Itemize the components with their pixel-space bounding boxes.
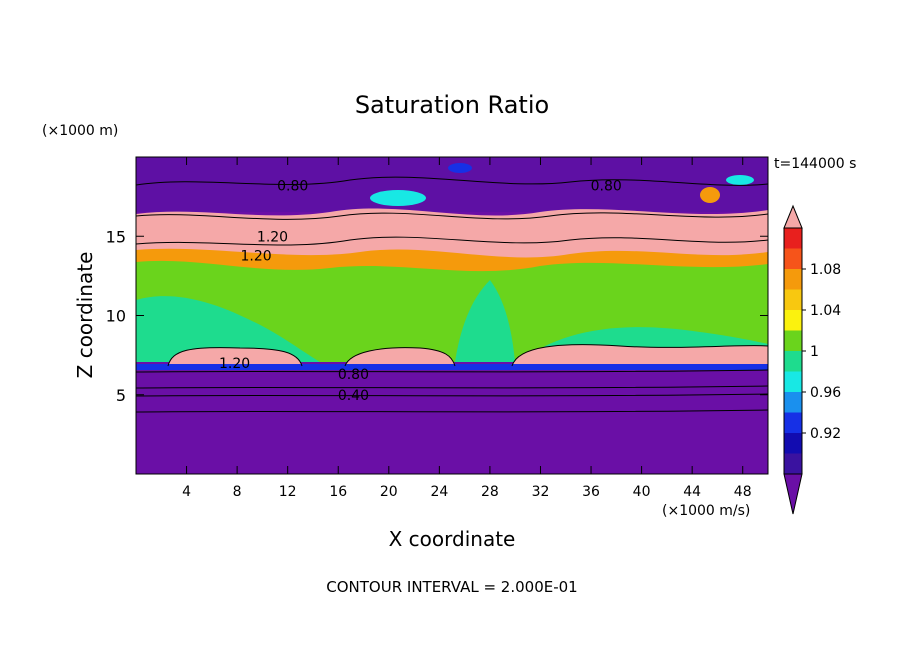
y-tick-label: 10 bbox=[106, 307, 126, 326]
colorbar-swatch bbox=[784, 351, 802, 372]
colorbar-swatch bbox=[784, 269, 802, 290]
time-label: t=144000 s bbox=[774, 156, 856, 172]
x-tick-label: 44 bbox=[683, 484, 701, 500]
colorbar-label: 1.08 bbox=[810, 262, 841, 278]
colorbar-swatch bbox=[784, 310, 802, 331]
contour-interval-footer: CONTOUR INTERVAL = 2.000E-01 bbox=[326, 578, 577, 596]
contour-label: 0.80 bbox=[591, 179, 622, 195]
contour-labels: 0.80 0.80 1.20 1.20 1.20 0.80 0.40 bbox=[219, 179, 622, 404]
x-tick-label: 16 bbox=[329, 484, 347, 500]
cloud-teal-patch-b bbox=[455, 280, 515, 362]
colorbar-swatch bbox=[784, 330, 802, 351]
upper-pocket-d bbox=[726, 175, 754, 185]
sub-cloud-layer bbox=[136, 370, 768, 474]
colorbar-label: 0.92 bbox=[810, 426, 841, 442]
y-axis-label: Z coordinate bbox=[73, 252, 97, 379]
contour-label: 0.80 bbox=[277, 179, 308, 195]
colorbar-swatch bbox=[784, 289, 802, 310]
contour-label: 0.80 bbox=[338, 367, 369, 383]
contour-label: 1.20 bbox=[257, 229, 288, 245]
colorbar-label: 1.04 bbox=[810, 303, 841, 319]
cloud-top-layer bbox=[136, 208, 768, 262]
colorbar-swatch bbox=[784, 371, 802, 392]
contour-lines bbox=[136, 176, 768, 413]
x-tick-label: 4 bbox=[182, 484, 191, 500]
x-tick-label: 12 bbox=[279, 484, 297, 500]
x-tick-label: 24 bbox=[430, 484, 448, 500]
contour-label: 1.20 bbox=[219, 356, 250, 372]
colorbar-swatch bbox=[784, 433, 802, 454]
x-tick-label: 28 bbox=[481, 484, 499, 500]
colorbar-swatch bbox=[784, 392, 802, 413]
y-axis-ticks: 5 10 15 bbox=[106, 227, 768, 405]
colorbar-swatch bbox=[784, 228, 802, 249]
cloud-teal-patch-a bbox=[136, 296, 320, 362]
x-tick-label: 32 bbox=[532, 484, 550, 500]
upper-pocket-c bbox=[700, 187, 720, 203]
x-axis-ticks: 4 8 12 16 20 24 28 32 36 40 44 48 bbox=[182, 157, 752, 500]
contour-label: 1.20 bbox=[240, 248, 271, 264]
colorbar-label: 1 bbox=[810, 344, 819, 360]
upper-pocket-a bbox=[370, 190, 426, 206]
y-tick-label: 5 bbox=[116, 386, 126, 405]
x-tick-label: 20 bbox=[380, 484, 398, 500]
lower-pocket-b bbox=[345, 347, 455, 366]
y-units-label: (×1000 m) bbox=[42, 123, 118, 139]
x-tick-label: 48 bbox=[734, 484, 752, 500]
colorbar: 1.08 1.04 1 0.96 0.92 bbox=[783, 204, 841, 515]
colorbar-top-triangle bbox=[783, 204, 803, 229]
x-tick-label: 36 bbox=[582, 484, 600, 500]
x-tick-label: 8 bbox=[233, 484, 242, 500]
chart-title: Saturation Ratio bbox=[355, 91, 549, 119]
contour-label: 0.40 bbox=[338, 388, 369, 404]
cloud-base bbox=[136, 364, 768, 370]
x-axis-label: X coordinate bbox=[389, 527, 516, 551]
x-units-label: (×1000 m/s) bbox=[662, 503, 750, 519]
upper-pocket-b bbox=[448, 163, 472, 173]
colorbar-bottom-triangle bbox=[783, 473, 803, 515]
colorbar-swatch bbox=[784, 248, 802, 269]
plot-area: 0.80 0.80 1.20 1.20 1.20 0.80 0.40 bbox=[136, 157, 768, 474]
lower-pocket-a bbox=[168, 347, 302, 366]
colorbar-swatch bbox=[784, 453, 802, 474]
x-tick-label: 40 bbox=[633, 484, 651, 500]
lower-pocket-c bbox=[512, 344, 768, 366]
colorbar-label: 0.96 bbox=[810, 385, 841, 401]
y-tick-label: 15 bbox=[106, 227, 126, 246]
colorbar-swatch bbox=[784, 412, 802, 433]
